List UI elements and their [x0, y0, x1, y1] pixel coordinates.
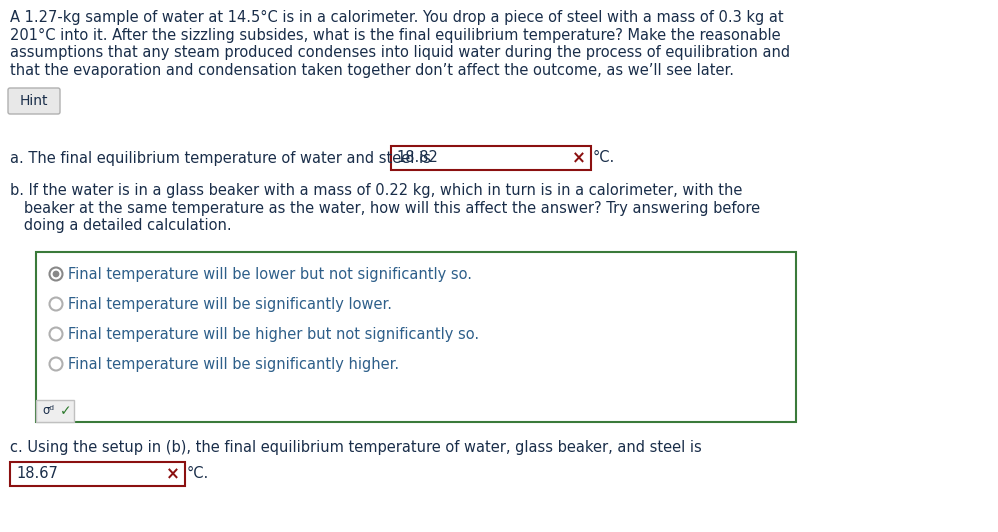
Text: Final temperature will be significantly lower.: Final temperature will be significantly …: [69, 296, 392, 312]
Text: doing a detailed calculation.: doing a detailed calculation.: [10, 218, 232, 233]
FancyBboxPatch shape: [10, 462, 185, 486]
Text: °C.: °C.: [187, 467, 210, 481]
Circle shape: [50, 297, 63, 311]
Text: beaker at the same temperature as the water, how will this affect the answer? Tr: beaker at the same temperature as the wa…: [10, 201, 760, 215]
Text: 18.82: 18.82: [396, 151, 438, 165]
Text: assumptions that any steam produced condenses into liquid water during the proce: assumptions that any steam produced cond…: [10, 45, 790, 60]
Text: Hint: Hint: [20, 94, 48, 108]
FancyBboxPatch shape: [36, 400, 74, 422]
Text: ×: ×: [166, 465, 180, 483]
Circle shape: [53, 271, 59, 277]
Text: Final temperature will be higher but not significantly so.: Final temperature will be higher but not…: [69, 327, 480, 342]
Text: b. If the water is in a glass beaker with a mass of 0.22 kg, which in turn is in: b. If the water is in a glass beaker wit…: [10, 183, 743, 198]
Text: a. The final equilibrium temperature of water and steel is: a. The final equilibrium temperature of …: [10, 151, 435, 165]
Text: Final temperature will be significantly higher.: Final temperature will be significantly …: [69, 356, 399, 371]
Text: 201°C into it. After the sizzling subsides, what is the final equilibrium temper: 201°C into it. After the sizzling subsid…: [10, 28, 780, 43]
Circle shape: [50, 358, 63, 370]
Text: Final temperature will be lower but not significantly so.: Final temperature will be lower but not …: [69, 267, 472, 281]
FancyBboxPatch shape: [8, 88, 60, 114]
Text: that the evaporation and condensation taken together don’t affect the outcome, a: that the evaporation and condensation ta…: [10, 62, 734, 78]
Text: 18.67: 18.67: [16, 467, 58, 481]
Text: ×: ×: [572, 149, 586, 167]
FancyBboxPatch shape: [36, 252, 796, 422]
Text: σᵈ: σᵈ: [42, 404, 54, 418]
Circle shape: [50, 268, 63, 280]
Text: c. Using the setup in (b), the final equilibrium temperature of water, glass bea: c. Using the setup in (b), the final equ…: [10, 440, 702, 455]
Text: ✓: ✓: [60, 404, 72, 418]
FancyBboxPatch shape: [390, 146, 591, 170]
Text: A 1.27-kg sample of water at 14.5°C is in a calorimeter. You drop a piece of ste: A 1.27-kg sample of water at 14.5°C is i…: [10, 10, 783, 25]
Circle shape: [50, 328, 63, 340]
Text: °C.: °C.: [593, 151, 615, 165]
